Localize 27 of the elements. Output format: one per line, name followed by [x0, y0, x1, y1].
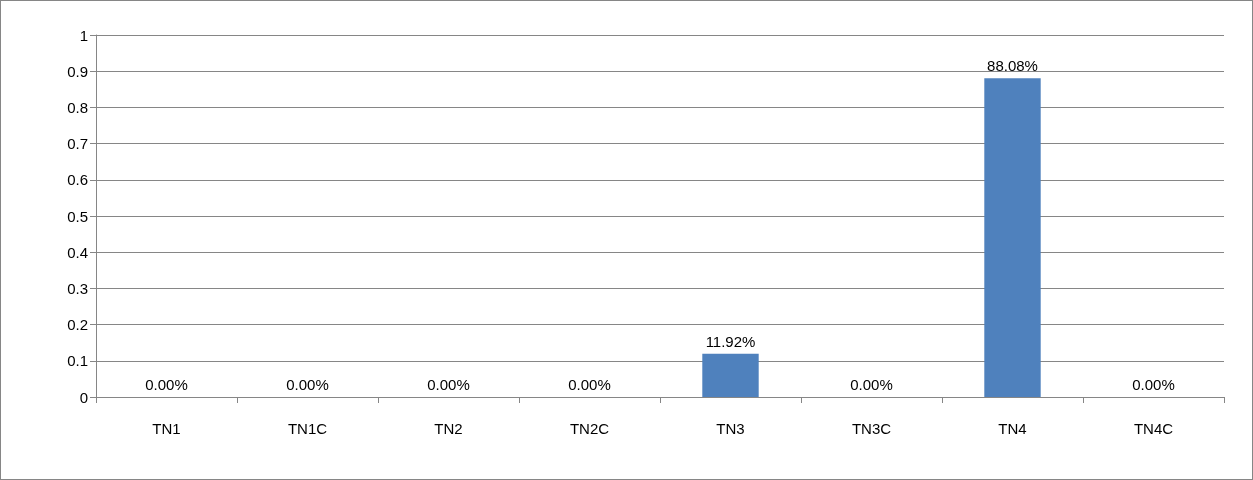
- x-tick-label: TN4C: [1133, 420, 1174, 437]
- y-tick-label: 0.7: [67, 135, 88, 153]
- data-label: 0.00%: [427, 376, 470, 393]
- x-tick-label: TN3: [716, 420, 745, 437]
- y-tick-label: 0.1: [67, 352, 88, 370]
- x-tick-label: TN1: [152, 420, 181, 437]
- y-tick-label: 0.3: [67, 279, 88, 297]
- x-tick-label: TN3C: [851, 420, 892, 437]
- y-tick-label: 0.5: [67, 207, 88, 225]
- y-tick-label: 0.9: [67, 62, 88, 80]
- y-tick-label: 1: [79, 26, 88, 44]
- y-tick-label: 0.2: [67, 316, 88, 334]
- x-tick-label: TN4: [998, 420, 1027, 437]
- y-tick-label: 0.8: [67, 98, 88, 116]
- data-label: 0.00%: [1132, 376, 1175, 393]
- y-tick-label: 0.4: [67, 243, 88, 261]
- data-label: 88.08%: [987, 57, 1038, 75]
- data-label: 0.00%: [850, 376, 893, 393]
- y-tick-label: 0: [79, 388, 88, 406]
- data-label: 0.00%: [145, 376, 188, 393]
- data-label: 0.00%: [286, 376, 329, 393]
- x-tick-label: TN2C: [569, 420, 610, 437]
- x-tick-label: TN2: [434, 420, 463, 437]
- y-tick-label: 0.6: [67, 171, 88, 189]
- data-label: 11.92%: [705, 332, 756, 350]
- data-label: 0.00%: [568, 376, 611, 393]
- x-tick-label: TN1C: [287, 420, 328, 437]
